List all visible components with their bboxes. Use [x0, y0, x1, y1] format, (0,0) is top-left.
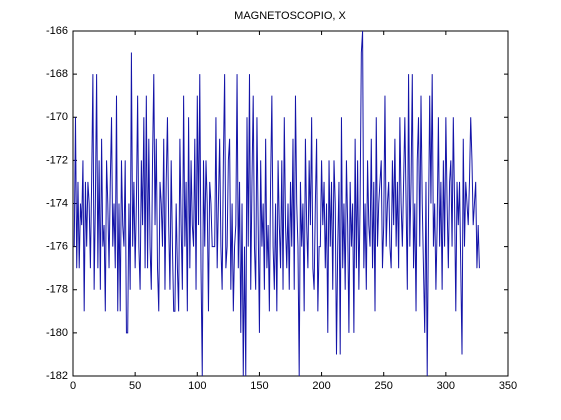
chart-title: MAGNETOSCOPIO, X	[234, 10, 346, 22]
y-tick-label: -168	[46, 68, 68, 80]
x-tick-label: 350	[499, 380, 517, 392]
x-tick-label: 300	[437, 380, 455, 392]
x-tick-label: 50	[129, 380, 141, 392]
x-tick-label: 250	[375, 380, 393, 392]
x-tick-label: 100	[188, 380, 206, 392]
y-tick-label: -176	[46, 241, 68, 253]
y-tick-label: -172	[46, 154, 68, 166]
y-tick-label: -166	[46, 25, 68, 37]
y-tick-label: -174	[46, 197, 68, 209]
y-tick-label: -182	[46, 370, 68, 382]
x-tick-label: 150	[250, 380, 268, 392]
y-tick-label: -170	[46, 111, 68, 123]
data-line	[73, 30, 480, 377]
y-tick-label: -178	[46, 284, 68, 296]
y-tick-label: -180	[46, 327, 68, 339]
x-tick-label: 200	[312, 380, 330, 392]
x-tick-label: 0	[70, 380, 76, 392]
